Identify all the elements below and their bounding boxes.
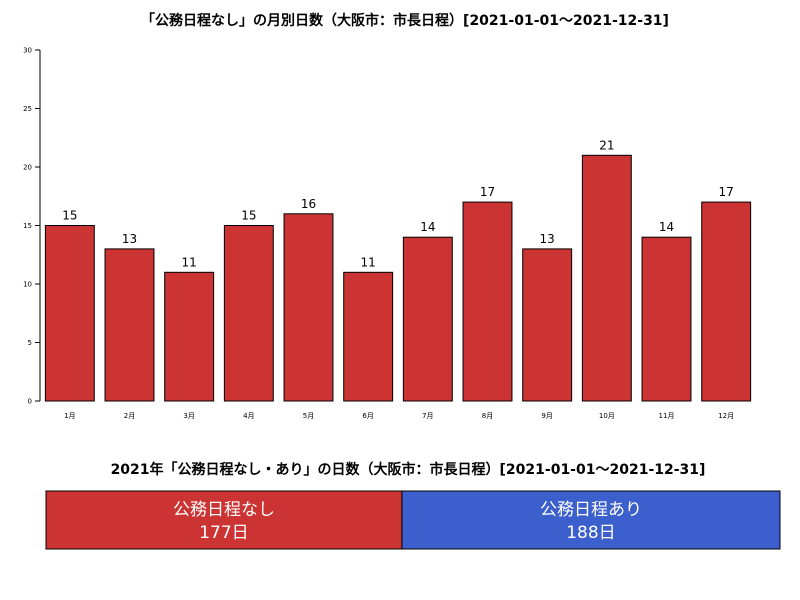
segment-2 bbox=[401, 490, 781, 550]
x-tick-label: 5月 bbox=[303, 412, 314, 420]
bar-7 bbox=[402, 236, 453, 402]
segment-value: 177日 bbox=[199, 523, 248, 543]
bar-3 bbox=[164, 271, 215, 402]
x-tick-label: 11月 bbox=[659, 412, 675, 420]
data-label: 13 bbox=[122, 232, 137, 246]
bar-4 bbox=[223, 225, 274, 402]
data-label: 11 bbox=[361, 255, 376, 269]
data-label: 21 bbox=[599, 138, 614, 152]
data-label: 14 bbox=[659, 220, 674, 234]
data-label: 11 bbox=[182, 255, 197, 269]
segment-1 bbox=[45, 490, 403, 550]
x-tick-label: 8月 bbox=[482, 412, 493, 420]
bar-1 bbox=[44, 225, 95, 402]
x-tick-label: 1月 bbox=[64, 412, 75, 420]
y-tick-label: 15 bbox=[23, 222, 32, 230]
bar-10 bbox=[581, 154, 632, 402]
yearly-stacked-chart: 公務日程なし 177日 公務日程あり 188日 bbox=[45, 490, 781, 550]
data-label: 13 bbox=[540, 232, 555, 246]
data-label: 17 bbox=[480, 185, 495, 199]
x-tick-label: 10月 bbox=[599, 412, 615, 420]
bar-5 bbox=[283, 213, 334, 402]
y-tick-label: 0 bbox=[28, 398, 32, 406]
x-tick-label: 3月 bbox=[183, 412, 194, 420]
y-tick-label: 25 bbox=[23, 105, 32, 113]
y-tick-label: 5 bbox=[28, 339, 32, 347]
segment-value: 188日 bbox=[566, 523, 615, 543]
segment-name: 公務日程なし bbox=[173, 500, 275, 520]
data-label: 14 bbox=[420, 220, 435, 234]
y-tick-label: 10 bbox=[23, 281, 32, 289]
segment-name: 公務日程あり bbox=[540, 500, 642, 520]
data-label: 17 bbox=[719, 185, 734, 199]
bar-6 bbox=[343, 271, 394, 402]
bar-11 bbox=[641, 236, 692, 402]
x-tick-label: 2月 bbox=[124, 412, 135, 420]
data-label: 16 bbox=[301, 197, 316, 211]
x-tick-label: 4月 bbox=[243, 412, 254, 420]
x-tick-label: 9月 bbox=[541, 412, 552, 420]
data-label: 15 bbox=[241, 209, 256, 223]
stacked-chart-title: 2021年「公務日程なし・あり」の日数（大阪市：市長日程）[2021-01-01… bbox=[111, 461, 706, 478]
x-tick-label: 6月 bbox=[362, 412, 373, 420]
monthly-bar-chart: 0 5 10 15 20 25 30 15 1月 13 2月 11 3月 15 4月 16 5月 11 6月 14 7月… bbox=[23, 47, 752, 420]
y-tick-label: 20 bbox=[23, 164, 32, 172]
bar-12 bbox=[701, 201, 752, 402]
data-label: 15 bbox=[62, 209, 77, 223]
bar-9 bbox=[522, 248, 573, 402]
x-tick-label: 12月 bbox=[718, 412, 734, 420]
x-tick-label: 7月 bbox=[422, 412, 433, 420]
bar-chart-title: 「公務日程なし」の月別日数（大阪市：市長日程）[2021-01-01〜2021-… bbox=[141, 12, 669, 29]
bar-2 bbox=[104, 248, 155, 402]
bar-8 bbox=[462, 201, 513, 402]
y-tick-label: 30 bbox=[23, 47, 32, 55]
